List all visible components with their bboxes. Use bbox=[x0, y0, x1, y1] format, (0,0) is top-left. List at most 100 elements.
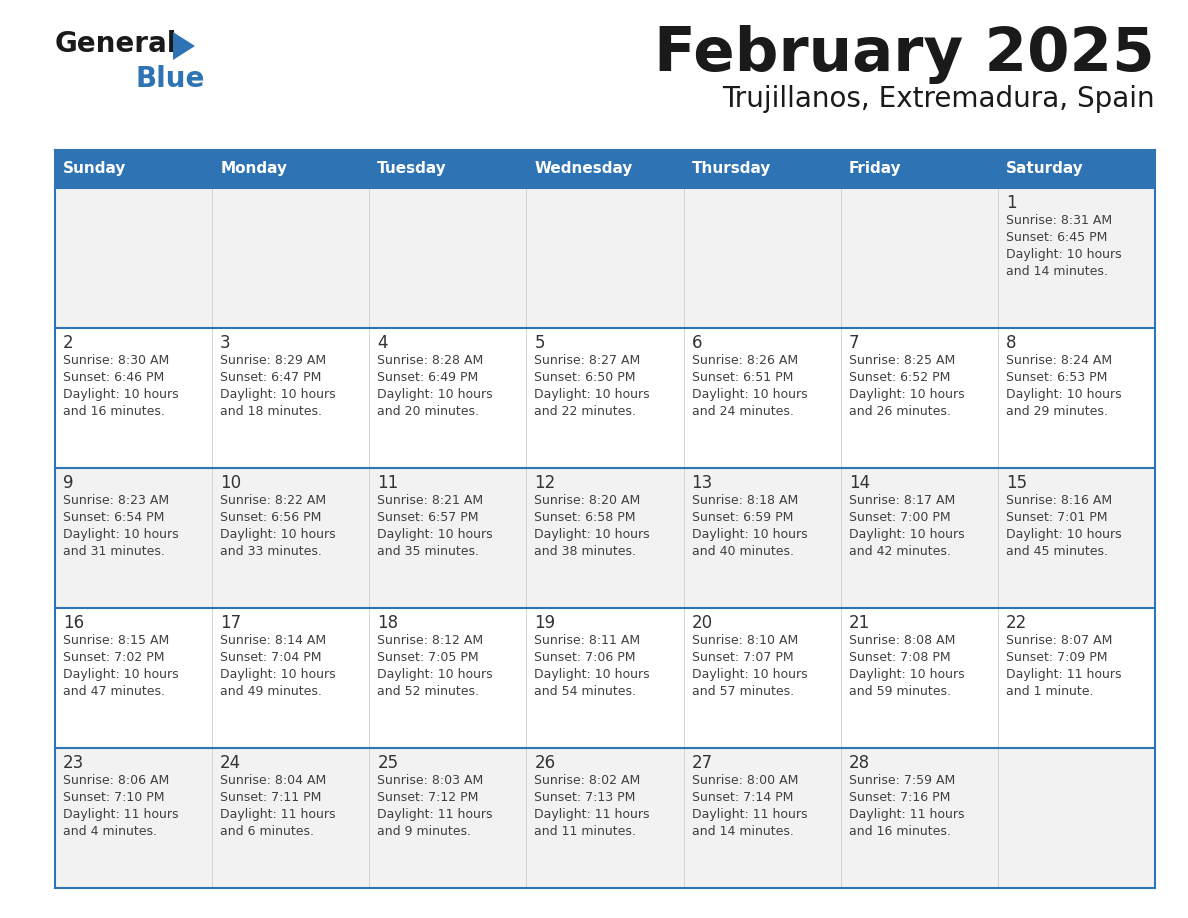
Text: 10: 10 bbox=[220, 474, 241, 492]
Text: Daylight: 10 hours: Daylight: 10 hours bbox=[848, 388, 965, 401]
Text: Sunrise: 8:14 AM: Sunrise: 8:14 AM bbox=[220, 634, 327, 647]
Text: Daylight: 11 hours: Daylight: 11 hours bbox=[63, 808, 178, 821]
Text: and 4 minutes.: and 4 minutes. bbox=[63, 825, 157, 838]
Text: Sunset: 7:05 PM: Sunset: 7:05 PM bbox=[378, 651, 479, 664]
Text: Sunrise: 8:15 AM: Sunrise: 8:15 AM bbox=[63, 634, 169, 647]
Text: Sunrise: 8:20 AM: Sunrise: 8:20 AM bbox=[535, 494, 640, 507]
Text: Daylight: 10 hours: Daylight: 10 hours bbox=[220, 668, 336, 681]
Text: and 16 minutes.: and 16 minutes. bbox=[63, 405, 165, 418]
Bar bbox=[55, 188, 1155, 328]
Text: 15: 15 bbox=[1006, 474, 1026, 492]
Text: and 22 minutes.: and 22 minutes. bbox=[535, 405, 637, 418]
Text: 20: 20 bbox=[691, 614, 713, 632]
Text: 28: 28 bbox=[848, 754, 870, 772]
Text: Saturday: Saturday bbox=[1006, 162, 1083, 176]
Text: 3: 3 bbox=[220, 334, 230, 352]
Text: and 9 minutes.: and 9 minutes. bbox=[378, 825, 472, 838]
Text: and 47 minutes.: and 47 minutes. bbox=[63, 685, 165, 698]
Text: 5: 5 bbox=[535, 334, 545, 352]
Text: and 18 minutes.: and 18 minutes. bbox=[220, 405, 322, 418]
Text: 18: 18 bbox=[378, 614, 398, 632]
Text: Sunrise: 8:04 AM: Sunrise: 8:04 AM bbox=[220, 774, 327, 787]
Text: 7: 7 bbox=[848, 334, 859, 352]
Text: Sunset: 6:57 PM: Sunset: 6:57 PM bbox=[378, 511, 479, 524]
Text: and 20 minutes.: and 20 minutes. bbox=[378, 405, 479, 418]
Text: Daylight: 10 hours: Daylight: 10 hours bbox=[535, 388, 650, 401]
Text: Sunset: 7:13 PM: Sunset: 7:13 PM bbox=[535, 791, 636, 804]
Text: Trujillanos, Extremadura, Spain: Trujillanos, Extremadura, Spain bbox=[722, 85, 1155, 113]
Text: Sunrise: 8:07 AM: Sunrise: 8:07 AM bbox=[1006, 634, 1112, 647]
Text: 11: 11 bbox=[378, 474, 398, 492]
Text: 26: 26 bbox=[535, 754, 556, 772]
Text: Daylight: 11 hours: Daylight: 11 hours bbox=[535, 808, 650, 821]
Text: Friday: Friday bbox=[848, 162, 902, 176]
Text: Daylight: 10 hours: Daylight: 10 hours bbox=[378, 668, 493, 681]
Text: Sunset: 6:49 PM: Sunset: 6:49 PM bbox=[378, 371, 479, 384]
Text: Sunday: Sunday bbox=[63, 162, 126, 176]
Text: 8: 8 bbox=[1006, 334, 1017, 352]
Text: Sunset: 7:16 PM: Sunset: 7:16 PM bbox=[848, 791, 950, 804]
Text: Sunset: 6:59 PM: Sunset: 6:59 PM bbox=[691, 511, 792, 524]
Text: and 16 minutes.: and 16 minutes. bbox=[848, 825, 950, 838]
Text: Daylight: 10 hours: Daylight: 10 hours bbox=[1006, 388, 1121, 401]
Bar bbox=[683, 150, 841, 188]
Text: Sunrise: 8:25 AM: Sunrise: 8:25 AM bbox=[848, 354, 955, 367]
Text: Sunrise: 8:08 AM: Sunrise: 8:08 AM bbox=[848, 634, 955, 647]
Text: Monday: Monday bbox=[220, 162, 287, 176]
Text: Sunset: 7:09 PM: Sunset: 7:09 PM bbox=[1006, 651, 1107, 664]
Text: 14: 14 bbox=[848, 474, 870, 492]
Text: Daylight: 11 hours: Daylight: 11 hours bbox=[1006, 668, 1121, 681]
Text: Daylight: 10 hours: Daylight: 10 hours bbox=[220, 388, 336, 401]
Text: Daylight: 10 hours: Daylight: 10 hours bbox=[220, 528, 336, 541]
Text: Sunset: 6:51 PM: Sunset: 6:51 PM bbox=[691, 371, 792, 384]
Text: 27: 27 bbox=[691, 754, 713, 772]
Text: Sunrise: 8:02 AM: Sunrise: 8:02 AM bbox=[535, 774, 640, 787]
Text: and 35 minutes.: and 35 minutes. bbox=[378, 545, 479, 558]
Text: Sunset: 7:08 PM: Sunset: 7:08 PM bbox=[848, 651, 950, 664]
Bar bbox=[213, 150, 369, 188]
Text: Sunrise: 8:00 AM: Sunrise: 8:00 AM bbox=[691, 774, 798, 787]
Text: February 2025: February 2025 bbox=[655, 25, 1155, 84]
Bar bbox=[55, 150, 213, 188]
Text: and 14 minutes.: and 14 minutes. bbox=[1006, 265, 1107, 278]
Text: Sunset: 6:58 PM: Sunset: 6:58 PM bbox=[535, 511, 636, 524]
Text: 12: 12 bbox=[535, 474, 556, 492]
Text: 25: 25 bbox=[378, 754, 398, 772]
Text: Sunrise: 8:28 AM: Sunrise: 8:28 AM bbox=[378, 354, 484, 367]
Text: Daylight: 11 hours: Daylight: 11 hours bbox=[220, 808, 336, 821]
Text: 17: 17 bbox=[220, 614, 241, 632]
Text: Sunset: 6:52 PM: Sunset: 6:52 PM bbox=[848, 371, 950, 384]
Text: Sunrise: 8:26 AM: Sunrise: 8:26 AM bbox=[691, 354, 797, 367]
Text: Sunrise: 8:22 AM: Sunrise: 8:22 AM bbox=[220, 494, 327, 507]
Text: Daylight: 10 hours: Daylight: 10 hours bbox=[63, 528, 178, 541]
Text: 1: 1 bbox=[1006, 194, 1017, 212]
Text: Sunrise: 8:23 AM: Sunrise: 8:23 AM bbox=[63, 494, 169, 507]
Text: and 24 minutes.: and 24 minutes. bbox=[691, 405, 794, 418]
Text: Sunrise: 8:06 AM: Sunrise: 8:06 AM bbox=[63, 774, 169, 787]
Text: Sunset: 6:47 PM: Sunset: 6:47 PM bbox=[220, 371, 322, 384]
Text: Sunrise: 8:31 AM: Sunrise: 8:31 AM bbox=[1006, 214, 1112, 227]
Text: Sunset: 7:07 PM: Sunset: 7:07 PM bbox=[691, 651, 794, 664]
Text: and 1 minute.: and 1 minute. bbox=[1006, 685, 1093, 698]
Text: Sunrise: 7:59 AM: Sunrise: 7:59 AM bbox=[848, 774, 955, 787]
Text: 9: 9 bbox=[63, 474, 74, 492]
Text: Sunrise: 8:18 AM: Sunrise: 8:18 AM bbox=[691, 494, 798, 507]
Text: Sunset: 7:14 PM: Sunset: 7:14 PM bbox=[691, 791, 792, 804]
Text: 4: 4 bbox=[378, 334, 387, 352]
Text: 6: 6 bbox=[691, 334, 702, 352]
Text: Sunrise: 8:11 AM: Sunrise: 8:11 AM bbox=[535, 634, 640, 647]
Text: and 38 minutes.: and 38 minutes. bbox=[535, 545, 637, 558]
Text: Tuesday: Tuesday bbox=[378, 162, 447, 176]
Text: Daylight: 10 hours: Daylight: 10 hours bbox=[1006, 528, 1121, 541]
Text: 22: 22 bbox=[1006, 614, 1028, 632]
Text: Daylight: 10 hours: Daylight: 10 hours bbox=[63, 388, 178, 401]
Text: Sunset: 6:54 PM: Sunset: 6:54 PM bbox=[63, 511, 164, 524]
Text: 2: 2 bbox=[63, 334, 74, 352]
Text: Sunrise: 8:21 AM: Sunrise: 8:21 AM bbox=[378, 494, 484, 507]
Bar bbox=[55, 468, 1155, 608]
Bar bbox=[841, 150, 998, 188]
Text: and 6 minutes.: and 6 minutes. bbox=[220, 825, 314, 838]
Text: and 40 minutes.: and 40 minutes. bbox=[691, 545, 794, 558]
Text: Sunset: 7:06 PM: Sunset: 7:06 PM bbox=[535, 651, 636, 664]
Text: Sunrise: 8:12 AM: Sunrise: 8:12 AM bbox=[378, 634, 484, 647]
